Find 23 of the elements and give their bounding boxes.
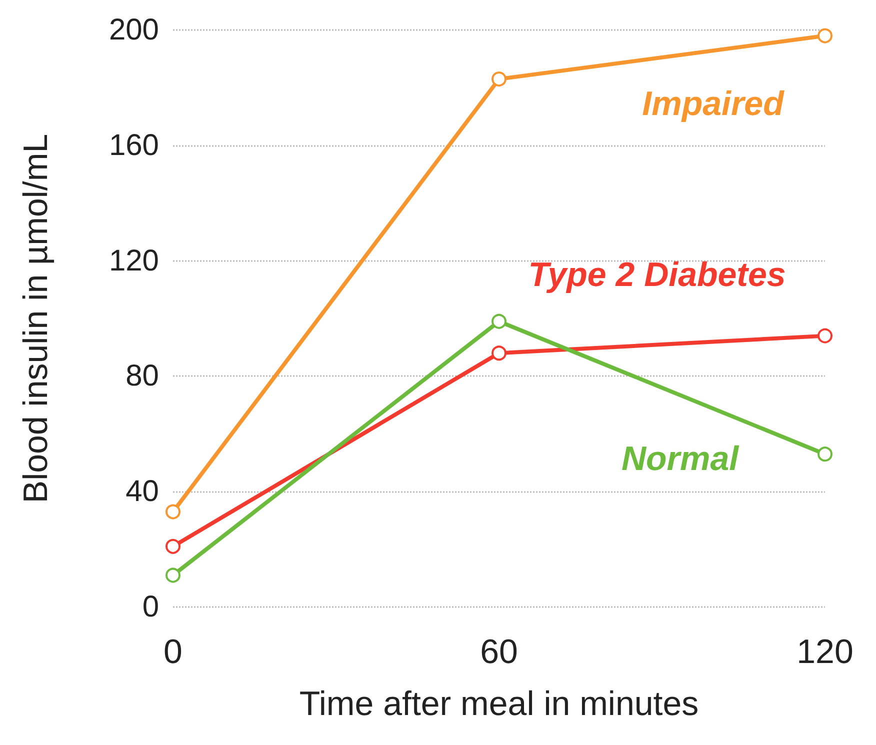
series-label: Impaired — [642, 84, 786, 123]
x-tick-label: 120 — [796, 633, 854, 671]
y-tick-label: 160 — [108, 128, 159, 162]
y-tick-label: 120 — [108, 244, 159, 278]
point — [166, 568, 180, 583]
y-tick-label: 40 — [126, 475, 159, 508]
point — [166, 504, 180, 520]
series-label: Type 2 Diabetes — [528, 256, 786, 294]
x-tick-label: 60 — [480, 633, 518, 671]
y-tick-label: 80 — [126, 360, 159, 393]
point — [818, 328, 832, 344]
point — [166, 538, 180, 554]
x-axis-title: Time after meal in minutes — [299, 685, 699, 723]
point — [492, 346, 506, 361]
point — [818, 28, 832, 44]
y-tick-label: 0 — [142, 590, 159, 624]
y-tick-label: 200 — [108, 14, 159, 46]
y-axis-title: Blood insulin in µmol/mL — [17, 134, 55, 504]
point — [492, 72, 506, 87]
series-label: Normal — [621, 440, 740, 478]
x-tick-label: 0 — [164, 633, 182, 671]
point — [492, 314, 506, 329]
point — [818, 446, 832, 462]
